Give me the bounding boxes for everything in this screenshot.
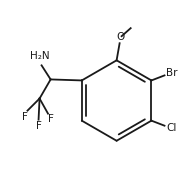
Text: Cl: Cl <box>166 123 177 133</box>
Text: F: F <box>48 114 54 124</box>
Text: H₂N: H₂N <box>30 51 49 61</box>
Text: F: F <box>36 121 41 131</box>
Text: O: O <box>117 32 125 42</box>
Text: Br: Br <box>166 68 177 78</box>
Text: F: F <box>22 112 27 122</box>
